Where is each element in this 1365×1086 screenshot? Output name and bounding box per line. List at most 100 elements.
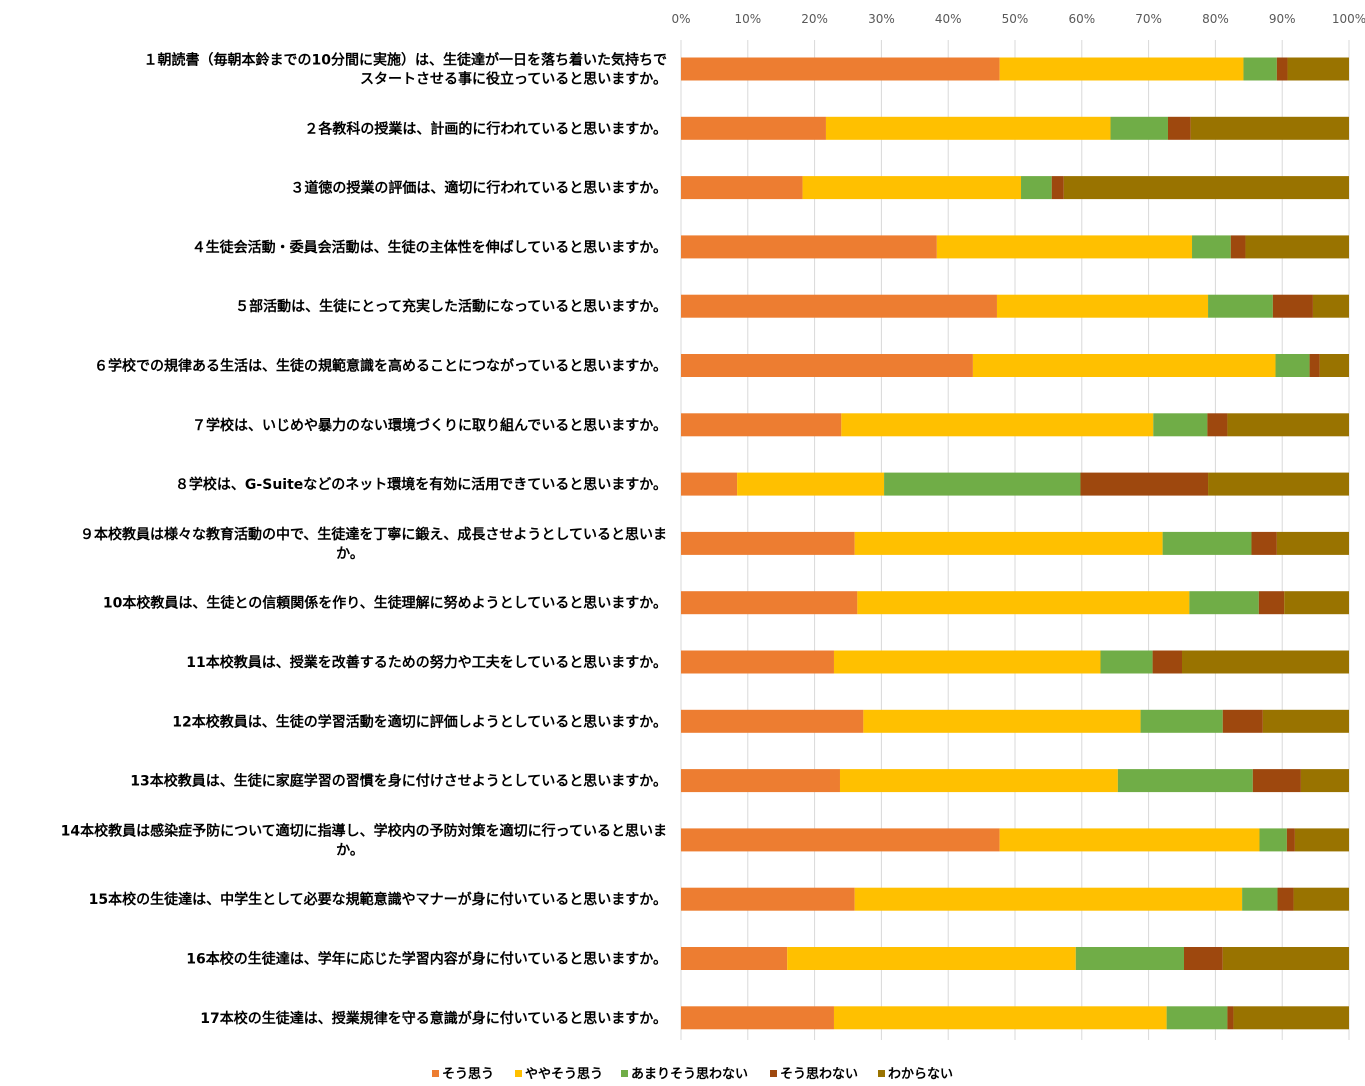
legend: そう思う ややそう思う あまりそう思わない そう思わない わからない <box>432 1067 953 1082</box>
legend-label: そう思う <box>442 1067 494 1082</box>
bar-segment <box>1189 591 1259 615</box>
bar-segment <box>1184 947 1223 970</box>
bar-segment <box>681 354 973 377</box>
bar-segment <box>1293 887 1349 911</box>
bar-segment <box>1276 57 1288 81</box>
bar-segment <box>1294 828 1349 852</box>
bar-segment <box>681 591 858 615</box>
bar-segment <box>737 472 885 496</box>
x-tick-label: 80% <box>1202 12 1229 26</box>
legend-swatch <box>432 1070 439 1077</box>
category-label: ５部活動は、生徒にとって充実した活動になっていると思いますか。 <box>235 298 667 315</box>
bar-segment <box>1222 947 1349 970</box>
bar-segment <box>1166 1006 1228 1030</box>
bar-segment <box>1162 531 1252 555</box>
bar-segment <box>1243 57 1277 81</box>
bar-segment <box>936 235 1193 259</box>
bar-segment <box>1277 887 1294 911</box>
bar-segment <box>1227 413 1349 437</box>
bar-segment <box>681 176 803 200</box>
bar-segment <box>1208 472 1349 496</box>
bar-segment <box>825 116 1111 140</box>
category-label: ４生徒会活動・委員会活動は、生徒の主体性を伸ばしていると思いますか。 <box>192 239 667 256</box>
bar-segment <box>1140 709 1223 733</box>
category-label: 15本校の生徒達は、中学生として必要な規範意識やマナーが身に付いていると思います… <box>89 891 667 908</box>
x-tick-label: 30% <box>868 12 895 26</box>
bar-segment <box>1021 176 1052 200</box>
x-tick-label: 90% <box>1269 12 1296 26</box>
x-tick-label: 10% <box>734 12 761 26</box>
bars <box>681 57 1349 1030</box>
bar-segment <box>1262 709 1349 733</box>
bar-segment <box>1252 769 1301 793</box>
bar-segment <box>681 769 840 793</box>
legend-label: ややそう思う <box>525 1067 603 1082</box>
category-label: か。 <box>336 546 364 562</box>
category-label: １朝読書（毎朝本鈴までの10分間に実施）は、生徒達が一日を落ち着いた気持ちで <box>144 52 667 69</box>
category-label: 17本校の生徒達は、授業規律を守る意識が身に付いていると思いますか。 <box>200 1010 667 1027</box>
bar-segment <box>1075 947 1185 970</box>
x-tick-label: 60% <box>1068 12 1095 26</box>
bar-segment <box>1110 116 1168 140</box>
category-label: ９本校教員は様々な教育活動の中で、生徒達を丁寧に鍛え、成長させようとしていると思… <box>80 526 667 543</box>
bar-segment <box>833 650 1101 674</box>
bar-segment <box>1233 1006 1349 1030</box>
bar-segment <box>1286 828 1295 852</box>
bar-segment <box>681 472 738 496</box>
legend-label: わからない <box>888 1067 953 1082</box>
bar-segment <box>1080 472 1209 496</box>
x-tick-label: 0% <box>671 12 690 26</box>
category-label: ６学校での規律ある生活は、生徒の規範意識を高めることにつながっていると思いますか… <box>94 358 667 375</box>
legend-label: あまりそう思わない <box>631 1067 748 1082</box>
bar-segment <box>681 887 855 911</box>
bar-segment <box>1312 294 1349 318</box>
bar-segment <box>681 709 864 733</box>
legend-swatch <box>770 1070 777 1077</box>
bar-segment <box>1309 354 1320 377</box>
bar-segment <box>1190 116 1349 140</box>
category-label: 13本校教員は、生徒に家庭学習の習慣を身に付けさせようとしていると思いますか。 <box>130 773 667 790</box>
bar-segment <box>1276 531 1349 555</box>
bar-segment <box>1152 650 1182 674</box>
bar-segment <box>1100 650 1153 674</box>
bar-segment <box>1227 1006 1234 1030</box>
category-label: スタートさせる事に役立っていると思いますか。 <box>360 71 667 88</box>
category-label: ２各教科の授業は、計画的に行われていると思いますか。 <box>304 120 667 137</box>
bar-segment <box>1242 887 1278 911</box>
bar-segment <box>681 116 826 140</box>
bar-segment <box>1259 828 1287 852</box>
bar-segment <box>1319 354 1349 377</box>
x-tick-label: 40% <box>935 12 962 26</box>
x-tick-label: 20% <box>801 12 828 26</box>
bar-segment <box>841 413 1154 437</box>
bar-segment <box>1272 294 1313 318</box>
bar-segment <box>681 57 1000 81</box>
bar-segment <box>1192 235 1231 259</box>
x-tick-label: 100% <box>1332 12 1365 26</box>
bar-segment <box>681 531 855 555</box>
category-label: ３道徳の授業の評価は、適切に行われていると思いますか。 <box>290 180 667 197</box>
legend-swatch <box>621 1070 628 1077</box>
bar-segment <box>1063 176 1349 200</box>
category-label: ８学校は、G-Suiteなどのネット環境を有効に活用できていると思いますか。 <box>175 476 667 493</box>
category-label: 10本校教員は、生徒との信頼関係を作り、生徒理解に努めようとしていると思いますか… <box>103 595 667 612</box>
bar-segment <box>1245 235 1349 259</box>
bar-segment <box>681 828 1000 852</box>
bar-segment <box>802 176 1022 200</box>
bar-segment <box>996 294 1209 318</box>
legend-label: そう思わない <box>780 1067 858 1082</box>
bar-segment <box>972 354 1276 377</box>
bar-segment <box>1167 116 1191 140</box>
x-tick-label: 50% <box>1002 12 1029 26</box>
bar-segment <box>1153 413 1208 437</box>
category-label: 11本校教員は、授業を改善するための努力や工夫をしていると思いますか。 <box>186 654 667 671</box>
bar-segment <box>999 57 1244 81</box>
category-labels: １朝読書（毎朝本鈴までの10分間に実施）は、生徒達が一日を落ち着いた気持ちでスタ… <box>61 52 667 1027</box>
bar-segment <box>1208 294 1273 318</box>
bar-segment <box>999 828 1260 852</box>
bar-segment <box>833 1006 1167 1030</box>
x-axis-ticks: 0% 10% 20% 30% 40% 50% 60% 70% 80% 90% 100% <box>671 12 1365 26</box>
bar-segment <box>854 887 1243 911</box>
bar-segment <box>681 1006 834 1030</box>
